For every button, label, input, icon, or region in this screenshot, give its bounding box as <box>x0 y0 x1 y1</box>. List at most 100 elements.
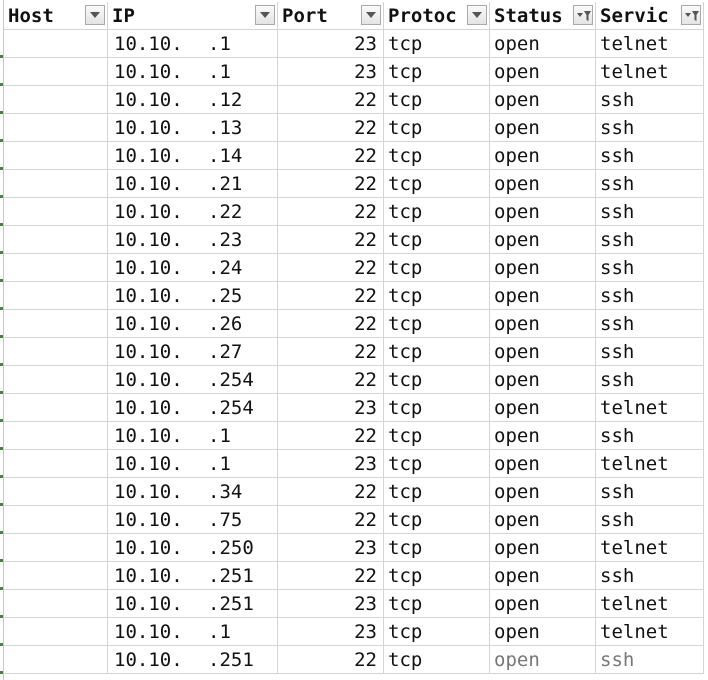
cell-protocol[interactable]: tcp <box>384 562 490 590</box>
cell-port[interactable]: 23 <box>278 618 384 646</box>
cell-port[interactable]: 23 <box>278 534 384 562</box>
cell-service[interactable]: ssh <box>596 198 704 226</box>
cell-ip[interactable]: 10.10. .25 <box>108 282 278 310</box>
cell-service[interactable]: ssh <box>596 646 704 674</box>
cell-service[interactable]: telnet <box>596 534 704 562</box>
cell-host[interactable] <box>4 506 108 534</box>
cell-ip[interactable]: 10.10. .1 <box>108 422 278 450</box>
cell-protocol[interactable]: tcp <box>384 450 490 478</box>
cell-port[interactable]: 22 <box>278 562 384 590</box>
cell-status[interactable]: open <box>490 366 596 394</box>
cell-host[interactable] <box>4 114 108 142</box>
cell-ip[interactable]: 10.10. .251 <box>108 646 278 674</box>
cell-host[interactable] <box>4 366 108 394</box>
cell-port[interactable]: 23 <box>278 450 384 478</box>
cell-ip[interactable]: 10.10. .251 <box>108 562 278 590</box>
cell-service[interactable]: ssh <box>596 114 704 142</box>
cell-status[interactable]: open <box>490 86 596 114</box>
cell-ip[interactable]: 10.10. .22 <box>108 198 278 226</box>
cell-host[interactable] <box>4 450 108 478</box>
cell-status[interactable]: open <box>490 506 596 534</box>
cell-protocol[interactable]: tcp <box>384 506 490 534</box>
cell-port[interactable]: 22 <box>278 226 384 254</box>
cell-ip[interactable]: 10.10. .34 <box>108 478 278 506</box>
cell-status[interactable]: open <box>490 310 596 338</box>
cell-protocol[interactable]: tcp <box>384 590 490 618</box>
cell-host[interactable] <box>4 590 108 618</box>
cell-host[interactable] <box>4 58 108 86</box>
cell-ip[interactable]: 10.10. .21 <box>108 170 278 198</box>
cell-status[interactable]: open <box>490 282 596 310</box>
cell-protocol[interactable]: tcp <box>384 618 490 646</box>
header-service[interactable]: Servic <box>596 2 704 30</box>
cell-status[interactable]: open <box>490 618 596 646</box>
filter-dropdown-protocol[interactable] <box>467 5 487 25</box>
cell-host[interactable] <box>4 338 108 366</box>
cell-host[interactable] <box>4 310 108 338</box>
cell-service[interactable]: ssh <box>596 338 704 366</box>
cell-service[interactable]: telnet <box>596 394 704 422</box>
header-status[interactable]: Status <box>490 2 596 30</box>
cell-status[interactable]: open <box>490 254 596 282</box>
cell-protocol[interactable]: tcp <box>384 282 490 310</box>
cell-protocol[interactable]: tcp <box>384 422 490 450</box>
cell-service[interactable]: telnet <box>596 30 704 58</box>
cell-port[interactable]: 22 <box>278 282 384 310</box>
cell-ip[interactable]: 10.10. .24 <box>108 254 278 282</box>
cell-port[interactable]: 22 <box>278 310 384 338</box>
cell-port[interactable]: 22 <box>278 114 384 142</box>
cell-ip[interactable]: 10.10. .12 <box>108 86 278 114</box>
cell-ip[interactable]: 10.10. .23 <box>108 226 278 254</box>
cell-ip[interactable]: 10.10. .254 <box>108 366 278 394</box>
cell-service[interactable]: ssh <box>596 478 704 506</box>
cell-port[interactable]: 22 <box>278 198 384 226</box>
cell-ip[interactable]: 10.10. .26 <box>108 310 278 338</box>
cell-status[interactable]: open <box>490 590 596 618</box>
cell-service[interactable]: ssh <box>596 562 704 590</box>
cell-ip[interactable]: 10.10. .254 <box>108 394 278 422</box>
cell-protocol[interactable]: tcp <box>384 254 490 282</box>
cell-service[interactable]: ssh <box>596 254 704 282</box>
cell-port[interactable]: 22 <box>278 86 384 114</box>
cell-protocol[interactable]: tcp <box>384 58 490 86</box>
cell-port[interactable]: 22 <box>278 142 384 170</box>
filter-active-service[interactable] <box>681 5 701 25</box>
cell-protocol[interactable]: tcp <box>384 338 490 366</box>
cell-status[interactable]: open <box>490 198 596 226</box>
cell-host[interactable] <box>4 254 108 282</box>
cell-service[interactable]: ssh <box>596 170 704 198</box>
filter-dropdown-port[interactable] <box>361 5 381 25</box>
cell-service[interactable]: ssh <box>596 422 704 450</box>
cell-protocol[interactable]: tcp <box>384 310 490 338</box>
cell-host[interactable] <box>4 478 108 506</box>
cell-ip[interactable]: 10.10. .13 <box>108 114 278 142</box>
cell-host[interactable] <box>4 30 108 58</box>
header-protocol[interactable]: Protoc <box>384 2 490 30</box>
cell-host[interactable] <box>4 394 108 422</box>
cell-service[interactable]: ssh <box>596 142 704 170</box>
cell-service[interactable]: ssh <box>596 226 704 254</box>
cell-host[interactable] <box>4 534 108 562</box>
cell-service[interactable]: ssh <box>596 366 704 394</box>
cell-protocol[interactable]: tcp <box>384 86 490 114</box>
cell-port[interactable]: 22 <box>278 506 384 534</box>
header-port[interactable]: Port <box>278 2 384 30</box>
cell-protocol[interactable]: tcp <box>384 478 490 506</box>
cell-service[interactable]: ssh <box>596 506 704 534</box>
cell-service[interactable]: telnet <box>596 618 704 646</box>
cell-ip[interactable]: 10.10. .250 <box>108 534 278 562</box>
cell-ip[interactable]: 10.10. .75 <box>108 506 278 534</box>
cell-status[interactable]: open <box>490 646 596 674</box>
cell-protocol[interactable]: tcp <box>384 226 490 254</box>
cell-status[interactable]: open <box>490 114 596 142</box>
cell-ip[interactable]: 10.10. .27 <box>108 338 278 366</box>
cell-ip[interactable]: 10.10. .1 <box>108 450 278 478</box>
cell-protocol[interactable]: tcp <box>384 30 490 58</box>
cell-ip[interactable]: 10.10. .1 <box>108 618 278 646</box>
header-host[interactable]: Host <box>4 2 108 30</box>
cell-service[interactable]: ssh <box>596 282 704 310</box>
cell-protocol[interactable]: tcp <box>384 534 490 562</box>
cell-host[interactable] <box>4 170 108 198</box>
cell-protocol[interactable]: tcp <box>384 142 490 170</box>
cell-protocol[interactable]: tcp <box>384 114 490 142</box>
